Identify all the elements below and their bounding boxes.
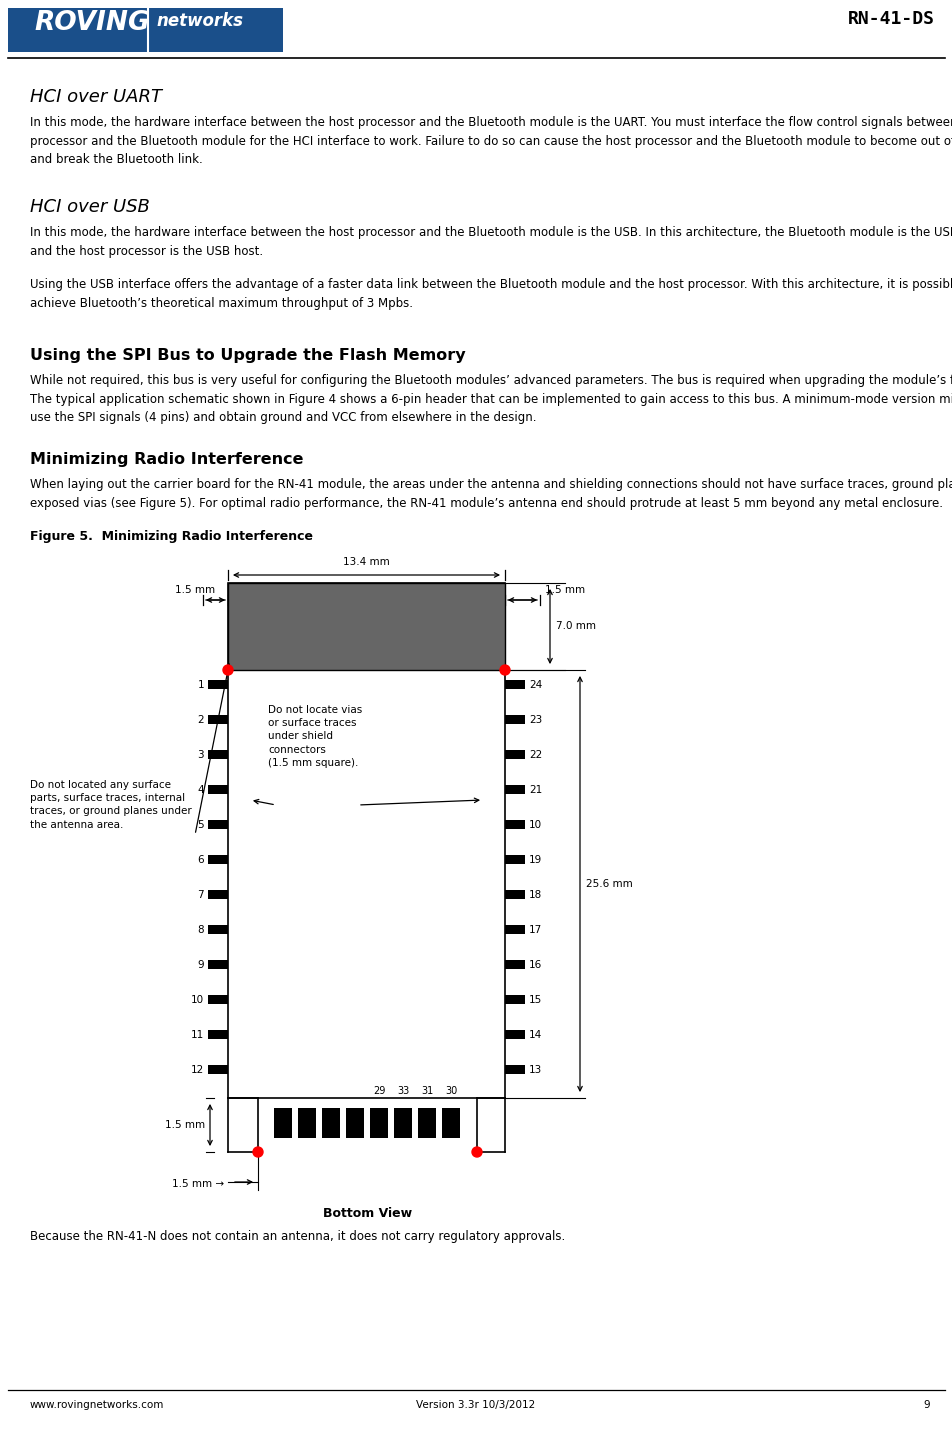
Bar xyxy=(505,855,525,865)
Text: Using the USB interface offers the advantage of a faster data link between the B: Using the USB interface offers the advan… xyxy=(30,279,952,310)
Text: Bottom View: Bottom View xyxy=(323,1208,411,1220)
Text: 22: 22 xyxy=(528,750,542,760)
Text: 1.5 mm: 1.5 mm xyxy=(165,1120,205,1130)
Text: 28: 28 xyxy=(445,1107,457,1117)
Bar xyxy=(208,1065,228,1075)
Text: HCI over UART: HCI over UART xyxy=(30,89,162,106)
Text: RN-41-DS: RN-41-DS xyxy=(847,10,934,29)
Text: 1: 1 xyxy=(197,680,204,690)
Bar xyxy=(228,583,505,1097)
Bar xyxy=(505,890,525,899)
Bar xyxy=(505,714,525,725)
Text: 29: 29 xyxy=(373,1086,386,1096)
Bar xyxy=(208,855,228,865)
Bar xyxy=(505,820,525,829)
Bar xyxy=(228,583,505,670)
Bar xyxy=(505,785,525,795)
Text: networks: networks xyxy=(156,11,244,30)
Bar xyxy=(208,925,228,935)
Text: 35: 35 xyxy=(373,1107,386,1117)
Text: 10: 10 xyxy=(190,995,204,1005)
Text: 14: 14 xyxy=(528,1030,542,1040)
Bar xyxy=(208,785,228,795)
Bar xyxy=(208,1030,228,1039)
Bar xyxy=(505,680,525,689)
Text: Figure 5.  Minimizing Radio Interference: Figure 5. Minimizing Radio Interference xyxy=(30,530,312,543)
Circle shape xyxy=(223,664,232,674)
Text: 23: 23 xyxy=(528,714,542,725)
Text: 19: 19 xyxy=(528,855,542,865)
Text: 16: 16 xyxy=(528,960,542,970)
Bar xyxy=(8,9,283,51)
Text: 1.5 mm →: 1.5 mm → xyxy=(171,1179,224,1189)
Text: 34: 34 xyxy=(397,1107,409,1117)
Text: 6: 6 xyxy=(197,855,204,865)
Text: 15: 15 xyxy=(528,995,542,1005)
Text: While not required, this bus is very useful for configuring the Bluetooth module: While not required, this bus is very use… xyxy=(30,374,952,424)
Bar xyxy=(208,820,228,829)
Text: 3: 3 xyxy=(197,750,204,760)
Text: 7: 7 xyxy=(197,890,204,900)
Text: Minimizing Radio Interference: Minimizing Radio Interference xyxy=(30,452,303,467)
Circle shape xyxy=(500,664,509,674)
Bar xyxy=(505,960,525,969)
Text: 1.5 mm: 1.5 mm xyxy=(175,584,215,594)
Bar xyxy=(505,1065,525,1075)
Bar xyxy=(505,925,525,935)
Bar xyxy=(505,995,525,1005)
Text: www.rovingnetworks.com: www.rovingnetworks.com xyxy=(30,1400,164,1410)
Text: HCI over USB: HCI over USB xyxy=(30,199,149,216)
Text: 31: 31 xyxy=(421,1086,433,1096)
Text: 32: 32 xyxy=(421,1107,433,1117)
Bar xyxy=(370,1107,388,1137)
Circle shape xyxy=(252,1147,263,1157)
Text: 1.5 mm: 1.5 mm xyxy=(545,584,585,594)
Bar xyxy=(208,680,228,689)
Bar xyxy=(418,1107,436,1137)
Text: 24: 24 xyxy=(528,680,542,690)
Bar xyxy=(505,750,525,759)
Bar xyxy=(322,1107,340,1137)
Bar xyxy=(505,1030,525,1039)
Bar xyxy=(298,1107,316,1137)
Text: 9: 9 xyxy=(922,1400,929,1410)
Text: 33: 33 xyxy=(397,1086,409,1096)
Bar xyxy=(208,750,228,759)
Bar xyxy=(208,890,228,899)
Text: When laying out the carrier board for the RN-41 module, the areas under the ante: When laying out the carrier board for th… xyxy=(30,477,952,510)
Bar xyxy=(394,1107,412,1137)
Text: 9: 9 xyxy=(197,960,204,970)
Text: 18: 18 xyxy=(528,890,542,900)
Bar xyxy=(274,1107,292,1137)
Text: 11: 11 xyxy=(190,1030,204,1040)
Bar xyxy=(208,714,228,725)
Text: 30: 30 xyxy=(445,1086,457,1096)
Text: 2: 2 xyxy=(197,714,204,725)
Text: 8: 8 xyxy=(197,925,204,935)
Text: 12: 12 xyxy=(190,1065,204,1075)
Text: 21: 21 xyxy=(528,785,542,795)
Text: 17: 17 xyxy=(528,925,542,935)
Text: In this mode, the hardware interface between the host processor and the Bluetoot: In this mode, the hardware interface bet… xyxy=(30,226,952,257)
Text: ROVING: ROVING xyxy=(34,10,149,36)
Text: 10: 10 xyxy=(528,820,542,830)
Text: In this mode, the hardware interface between the host processor and the Bluetoot: In this mode, the hardware interface bet… xyxy=(30,116,952,166)
Text: 13: 13 xyxy=(528,1065,542,1075)
Bar xyxy=(442,1107,460,1137)
Circle shape xyxy=(471,1147,482,1157)
Text: 7.0 mm: 7.0 mm xyxy=(555,622,595,632)
Bar xyxy=(208,960,228,969)
Text: 4: 4 xyxy=(197,785,204,795)
Text: Do not located any surface
parts, surface traces, internal
traces, or ground pla: Do not located any surface parts, surfac… xyxy=(30,780,191,830)
Text: 13.4 mm: 13.4 mm xyxy=(343,557,389,567)
Bar xyxy=(347,1107,364,1137)
Bar xyxy=(208,995,228,1005)
Text: Using the SPI Bus to Upgrade the Flash Memory: Using the SPI Bus to Upgrade the Flash M… xyxy=(30,349,466,363)
Text: 5: 5 xyxy=(197,820,204,830)
Text: Do not locate vias
or surface traces
under shield
connectors
(1.5 mm square).: Do not locate vias or surface traces und… xyxy=(268,704,362,767)
Text: 25.6 mm: 25.6 mm xyxy=(585,879,632,889)
Text: Because the RN-41-N does not contain an antenna, it does not carry regulatory ap: Because the RN-41-N does not contain an … xyxy=(30,1230,565,1243)
Text: Version 3.3r 10/3/2012: Version 3.3r 10/3/2012 xyxy=(416,1400,535,1410)
